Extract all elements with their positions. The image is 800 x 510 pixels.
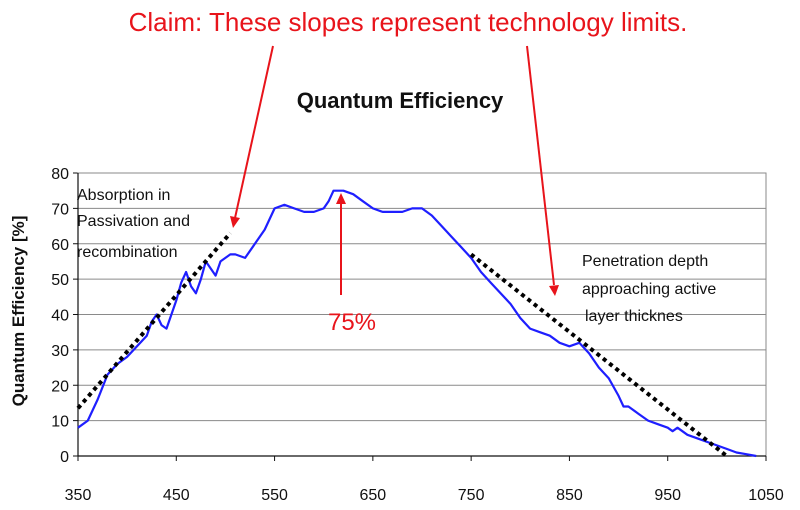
claim-arrow-right [526,45,555,286]
annotation-passivation: Passivation and [77,213,190,230]
annotation-recombination: recombination [77,244,178,261]
x-tick-label: 1050 [748,487,784,504]
y-tick-label: 70 [51,201,69,218]
peak-arrow-head [336,193,346,204]
trend-line-2 [469,252,728,458]
y-tick-label: 10 [51,414,69,431]
gridlines [73,172,767,461]
claim-arrow-right-head [549,285,559,296]
annotation-penetration: Penetration depth [582,253,708,270]
annotation-absorption: Absorption in [77,187,170,204]
qe-curve [77,189,757,458]
y-tick-labels: 0 10 20 30 40 50 60 70 80 [51,166,69,466]
x-tick-label: 550 [261,487,288,504]
series-group [76,189,757,458]
x-tick-label: 650 [360,487,387,504]
claim-text: Claim: These slopes represent technology… [129,7,688,37]
annotation-approaching: approaching active [582,281,716,298]
y-tick-label: 60 [51,237,69,254]
chart-title: Quantum Efficiency [297,88,504,113]
y-tick-label: 30 [51,343,69,360]
y-tick-label: 40 [51,308,69,325]
y-tick-label: 80 [51,166,69,183]
y-axis-label: Quantum Efficiency [%] [9,216,28,407]
claim-arrows [230,45,559,296]
x-tick-labels: 350 450 550 650 750 850 950 1050 [65,487,784,504]
x-tick-label: 850 [556,487,583,504]
x-tick-label: 950 [654,487,681,504]
trend-line-1 [76,231,232,410]
claim-arrow-left-head [230,216,240,228]
annotation-peak-value: 75% [328,309,376,336]
x-tick-label: 450 [163,487,190,504]
y-tick-label: 0 [60,449,69,466]
claim-arrow-left [234,45,274,219]
x-tick-label: 750 [458,487,485,504]
y-tick-label: 50 [51,272,69,289]
x-tick-label: 350 [65,487,92,504]
annotation-layer: layer thicknes [585,308,683,325]
y-tick-label: 20 [51,378,69,395]
